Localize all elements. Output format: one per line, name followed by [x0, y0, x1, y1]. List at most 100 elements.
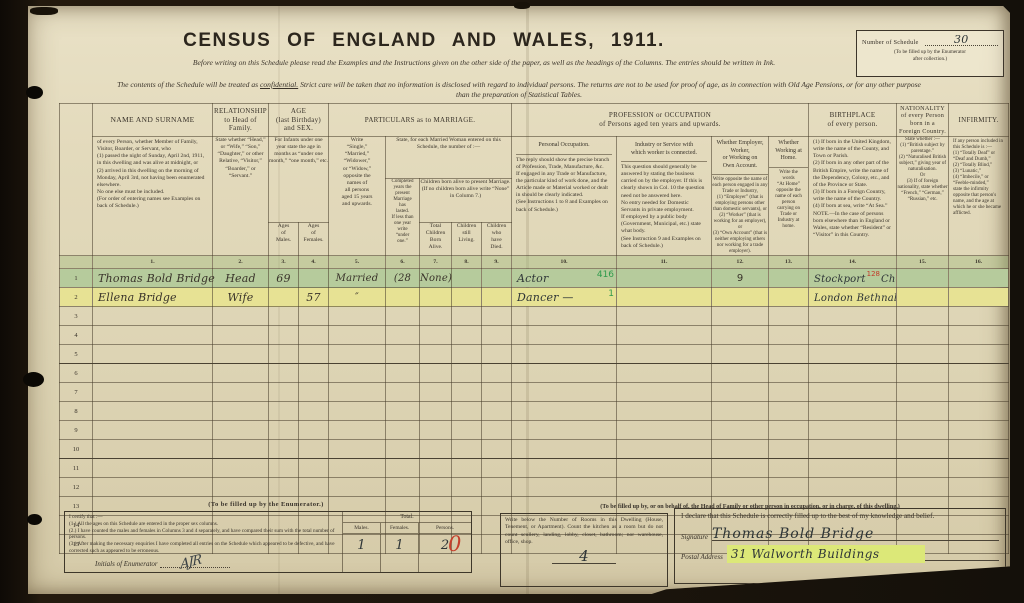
table-row: 9: [59, 420, 1010, 440]
cell-name: [92, 401, 213, 421]
cell-infirmity: [948, 363, 1010, 383]
hole-punch-middle: [23, 372, 44, 387]
cell-relationship: [212, 344, 269, 364]
cell-at-home: [768, 363, 810, 383]
cell-children-died: [481, 363, 513, 383]
census-title: CENSUS OF ENGLAND AND WALES, 1911.: [183, 30, 665, 51]
postal-address-value: 31 Walworth Buildings: [730, 547, 880, 562]
cell-years-married: [385, 325, 421, 345]
cell-at-home: [768, 439, 810, 459]
cell-birthplace: [808, 420, 898, 440]
cell-birthplace: Stockport128Cheshire: [808, 268, 898, 288]
cell-infirmity: [948, 439, 1010, 459]
cell-infirmity: [948, 382, 1010, 402]
col-header-age: AGE (last Birthday) and SEX.: [267, 103, 330, 137]
confidential-note: The contents of the Schedule will be tre…: [48, 80, 990, 101]
cell-nationality: [896, 401, 950, 421]
cell-nationality: [896, 477, 950, 497]
cell-industry: [616, 363, 713, 383]
birthplace-text: Stockport: [814, 274, 866, 285]
marital-description: Write “Single,” “Married,” “Widower,” or…: [328, 136, 387, 256]
cell-age-male: [268, 382, 299, 402]
cell-at-home: [768, 325, 810, 345]
cell-relationship: [212, 439, 269, 459]
cell-employer-mark: [711, 439, 770, 459]
cell-industry: [616, 477, 713, 497]
row-number: 1: [59, 268, 93, 288]
cell-infirmity: [948, 287, 1010, 307]
cell-children-living: [451, 477, 483, 497]
cell-employer-mark: 9: [711, 268, 770, 288]
col-header-marriage-group: PARTICULARS as to MARRIAGE.: [328, 103, 513, 137]
cell-age-male: 69: [268, 268, 299, 288]
cell-name: [92, 325, 213, 345]
cell-employer-mark: [711, 344, 770, 364]
cell-marital: [328, 420, 387, 440]
birthplace-text: London Bethnal Green: [814, 293, 897, 304]
cell-children-living: [451, 382, 483, 402]
table-row: 12: [59, 477, 1010, 497]
cell-years-married: [385, 477, 421, 497]
ages-males-label: Ages of Males.: [268, 222, 299, 256]
cell-relationship: [212, 363, 269, 383]
cell-name: Thomas Bold Bridge: [92, 268, 215, 288]
cell-children-died: [481, 306, 513, 326]
head-section-heading: (To be filled up by, or on behalf of, th…: [600, 504, 900, 510]
schedule-number-box: Number of Schedule 30 (To be filled up b…: [856, 30, 1004, 77]
cell-occupation: [511, 458, 618, 478]
cell-employer-mark: [711, 306, 770, 326]
cell-age-female: [297, 534, 330, 554]
birthplace-description: (1) If born in the United Kingdom, write…: [808, 136, 898, 256]
cell-employer-mark: [711, 382, 770, 402]
cell-infirmity: [948, 477, 1010, 497]
cell-children-died: [481, 458, 513, 478]
cell-occupation: Dancer — 1: [511, 287, 618, 307]
cell-children-died: [481, 401, 513, 421]
instruction-line: Before writing on this Schedule please r…: [192, 58, 776, 67]
row-number-column-header: [59, 103, 93, 256]
cell-infirmity: [948, 344, 1010, 364]
cell-marital: [328, 401, 387, 421]
cell-industry: [616, 458, 713, 478]
col-header-nationality: NATIONALITY of every Person born in a Fo…: [896, 103, 950, 137]
cell-birthplace: [808, 439, 898, 459]
cell-birthplace: [808, 401, 898, 421]
cell-industry: [616, 401, 713, 421]
postal-address-highlight: 31 Walworth Buildings: [726, 545, 925, 564]
children-group-description: Children born alive to present Marriage.…: [419, 178, 513, 223]
occupation-description: The reply should show the precise branch…: [516, 156, 610, 213]
cell-nationality: [896, 344, 950, 364]
row-number: 10: [59, 439, 93, 459]
row-number: 2: [59, 287, 93, 307]
cell-nationality: [896, 439, 950, 459]
hole-punch-bottom: [27, 514, 42, 525]
total-females-value: 1: [395, 538, 404, 553]
row-number: 4: [59, 325, 93, 345]
ages-females-label: Ages of Females.: [297, 222, 330, 256]
enumerator-certify-box: I certify that :— (1.) All the ages on t…: [64, 511, 472, 573]
cell-infirmity: [948, 306, 1010, 326]
confidential-word: confidential.: [260, 80, 299, 89]
cell-age-male: [268, 401, 299, 421]
table-row: 10: [59, 439, 1010, 459]
cell-years-married: [385, 420, 421, 440]
name-column-description: of every Person, whether Member of Famil…: [92, 136, 213, 256]
cell-infirmity: [948, 420, 1010, 440]
cell-children-born: [419, 401, 453, 421]
cell-children-born: None): [419, 268, 453, 288]
cell-age-female: [297, 306, 330, 326]
cell-children-born: [419, 439, 453, 459]
cell-age-male: [268, 458, 299, 478]
cell-at-home: [768, 477, 810, 497]
cell-nationality: [896, 268, 950, 288]
nationality-description: State whether :— (1) “British subject by…: [896, 136, 950, 256]
cell-infirmity: [948, 458, 1010, 478]
totals-table: Total. Males. 1 Females. 1 Persons. 2: [343, 512, 471, 572]
cell-name: [92, 344, 213, 364]
females-label: Females.: [381, 523, 419, 534]
cell-age-female: [297, 401, 330, 421]
schedule-number-note: (To be filled up by the Enumerator after…: [894, 49, 966, 62]
cell-age-male: [268, 306, 299, 326]
schedule-paper: Number of Schedule 30 (To be filled up b…: [28, 6, 1010, 594]
